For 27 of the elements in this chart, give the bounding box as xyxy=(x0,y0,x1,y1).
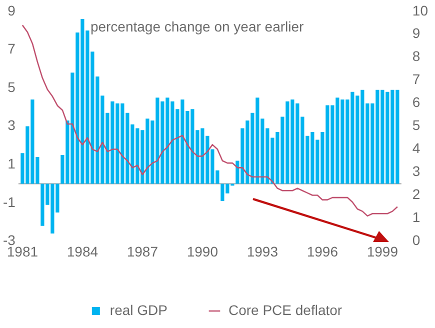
y2-tick-label: 2 xyxy=(412,186,420,202)
y2-tick-label: 3 xyxy=(412,163,420,180)
y2-tick-label: 9 xyxy=(412,25,420,42)
y2-tick-label: 6 xyxy=(412,94,420,110)
legend-label: Core PCE deflator xyxy=(228,302,342,318)
y2-tick-label: 7 xyxy=(412,71,420,88)
y-tick-label: 9 xyxy=(8,2,16,18)
legend-label: real GDP xyxy=(110,302,168,318)
y2-tick-label: 5 xyxy=(412,117,420,134)
y-tick-label: 3 xyxy=(8,117,16,134)
y2-tick-label: 10 xyxy=(412,2,428,18)
y2-tick-label: 8 xyxy=(412,48,420,64)
y2-tick-label: 4 xyxy=(412,140,420,156)
y-tick-label: 7 xyxy=(8,40,16,57)
x-tick-label: 1996 xyxy=(306,243,338,260)
y-tick-label: -3 xyxy=(2,232,16,248)
y-tick-label: 5 xyxy=(8,78,16,95)
x-tick-label: 1999 xyxy=(366,243,398,260)
y-tick-label: -1 xyxy=(2,194,16,210)
x-tick-label: 1993 xyxy=(246,243,278,260)
annotation: percentage change on year earlier xyxy=(90,18,304,34)
x-tick-label: 1990 xyxy=(186,243,218,260)
y2-tick-label: 0 xyxy=(412,232,420,248)
x-tick-label: 1984 xyxy=(66,243,98,260)
y-tick-label: 1 xyxy=(8,155,16,172)
y2-tick-label: 1 xyxy=(412,209,420,226)
x-tick-label: 1987 xyxy=(126,243,158,260)
